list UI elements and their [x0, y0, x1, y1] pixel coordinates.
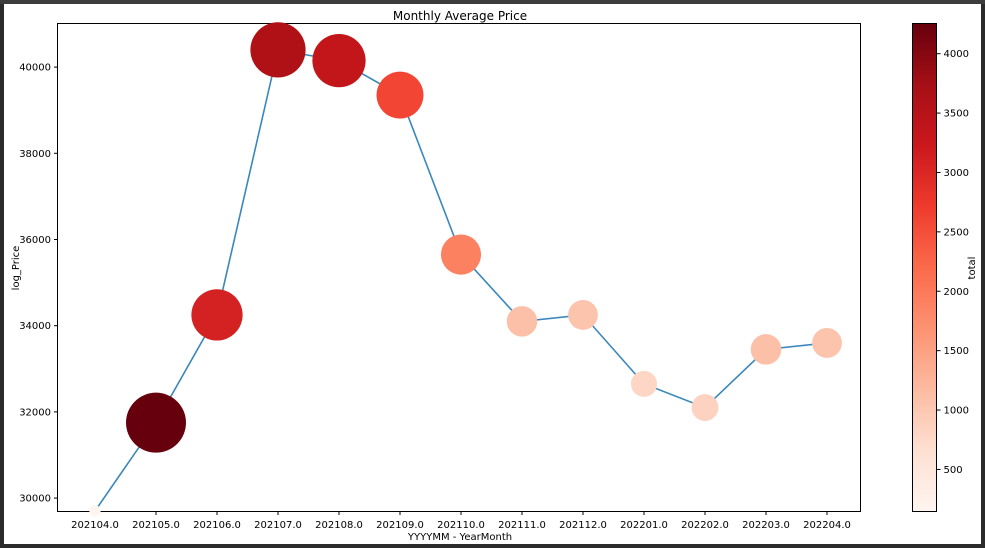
- x-tick-label: 202106.0: [193, 520, 241, 531]
- x-tick-label: 202203.0: [742, 520, 790, 531]
- x-tick-label: 202201.0: [620, 520, 668, 531]
- x-tick-label: 202202.0: [681, 520, 729, 531]
- chart-panel: Monthly Average Price 30000 32000 34000 360…: [4, 4, 981, 544]
- bubble-point: [691, 394, 719, 421]
- bubble-point: [126, 392, 186, 453]
- x-axis: 202104.0 202105.0 202106.0 202107.0 202108.0…: [71, 511, 851, 531]
- colorbar-tick-label: 500: [944, 465, 963, 476]
- colorbar-tick-label: 3000: [944, 168, 969, 179]
- colorbar-tick-label: 2500: [944, 227, 969, 238]
- x-tick-label: 202105.0: [132, 520, 180, 531]
- y-axis-label: log_Price: [11, 246, 22, 291]
- colorbar: 500 1000 1500 2000 2500 3000 3500 4000 total: [912, 23, 978, 512]
- colorbar-tick-label: 2000: [944, 287, 969, 298]
- y-tick-label: 30000: [19, 494, 51, 505]
- x-tick-label: 202104.0: [71, 520, 119, 531]
- y-tick-label: 38000: [19, 149, 51, 160]
- colorbar-tick-label: 1000: [944, 406, 969, 417]
- y-tick-label: 40000: [19, 63, 51, 74]
- x-tick-label: 202110.0: [437, 520, 485, 531]
- x-tick-label: 202108.0: [315, 520, 363, 531]
- x-tick-label: 202111.0: [498, 520, 546, 531]
- y-tick-label: 36000: [19, 235, 51, 246]
- bubble-point: [630, 370, 658, 397]
- bubble-point: [250, 22, 306, 78]
- bubbles: [89, 22, 842, 517]
- bubble-point: [440, 234, 482, 275]
- x-tick-label: 202109.0: [376, 520, 424, 531]
- x-axis-label: YYYYMM - YearMonth: [407, 532, 512, 543]
- bubble-point: [506, 306, 538, 337]
- chart-title: Monthly Average Price: [393, 9, 527, 23]
- output-top-bar: [0, 0, 985, 4]
- bubble-point: [376, 71, 424, 119]
- bubble-point: [312, 34, 366, 88]
- bubble-point: [568, 300, 598, 330]
- colorbar-label: total: [967, 257, 978, 280]
- chart-svg: Monthly Average Price 30000 32000 34000 360…: [11, 9, 978, 543]
- colorbar-tick-label: 1500: [944, 346, 969, 357]
- bubble-point: [191, 289, 243, 341]
- price-line: [94, 48, 828, 512]
- x-tick-label: 202112.0: [559, 520, 607, 531]
- x-tick-label: 202204.0: [803, 520, 851, 531]
- colorbar-tick-label: 3500: [944, 109, 969, 120]
- y-axis: 30000 32000 34000 36000 38000 40000: [19, 63, 58, 505]
- y-tick-label: 34000: [19, 321, 51, 332]
- y-tick-label: 32000: [19, 407, 51, 418]
- x-tick-label: 202107.0: [254, 520, 302, 531]
- colorbar-tick-label: 4000: [944, 49, 969, 60]
- plot-frame: [57, 23, 861, 512]
- bubble-point: [89, 505, 101, 517]
- colorbar-gradient: [912, 23, 937, 512]
- bubble-point: [750, 334, 782, 365]
- colorbar-ticks: 500 1000 1500 2000 2500 3000 3500 4000: [936, 49, 969, 476]
- bubble-point: [812, 328, 842, 358]
